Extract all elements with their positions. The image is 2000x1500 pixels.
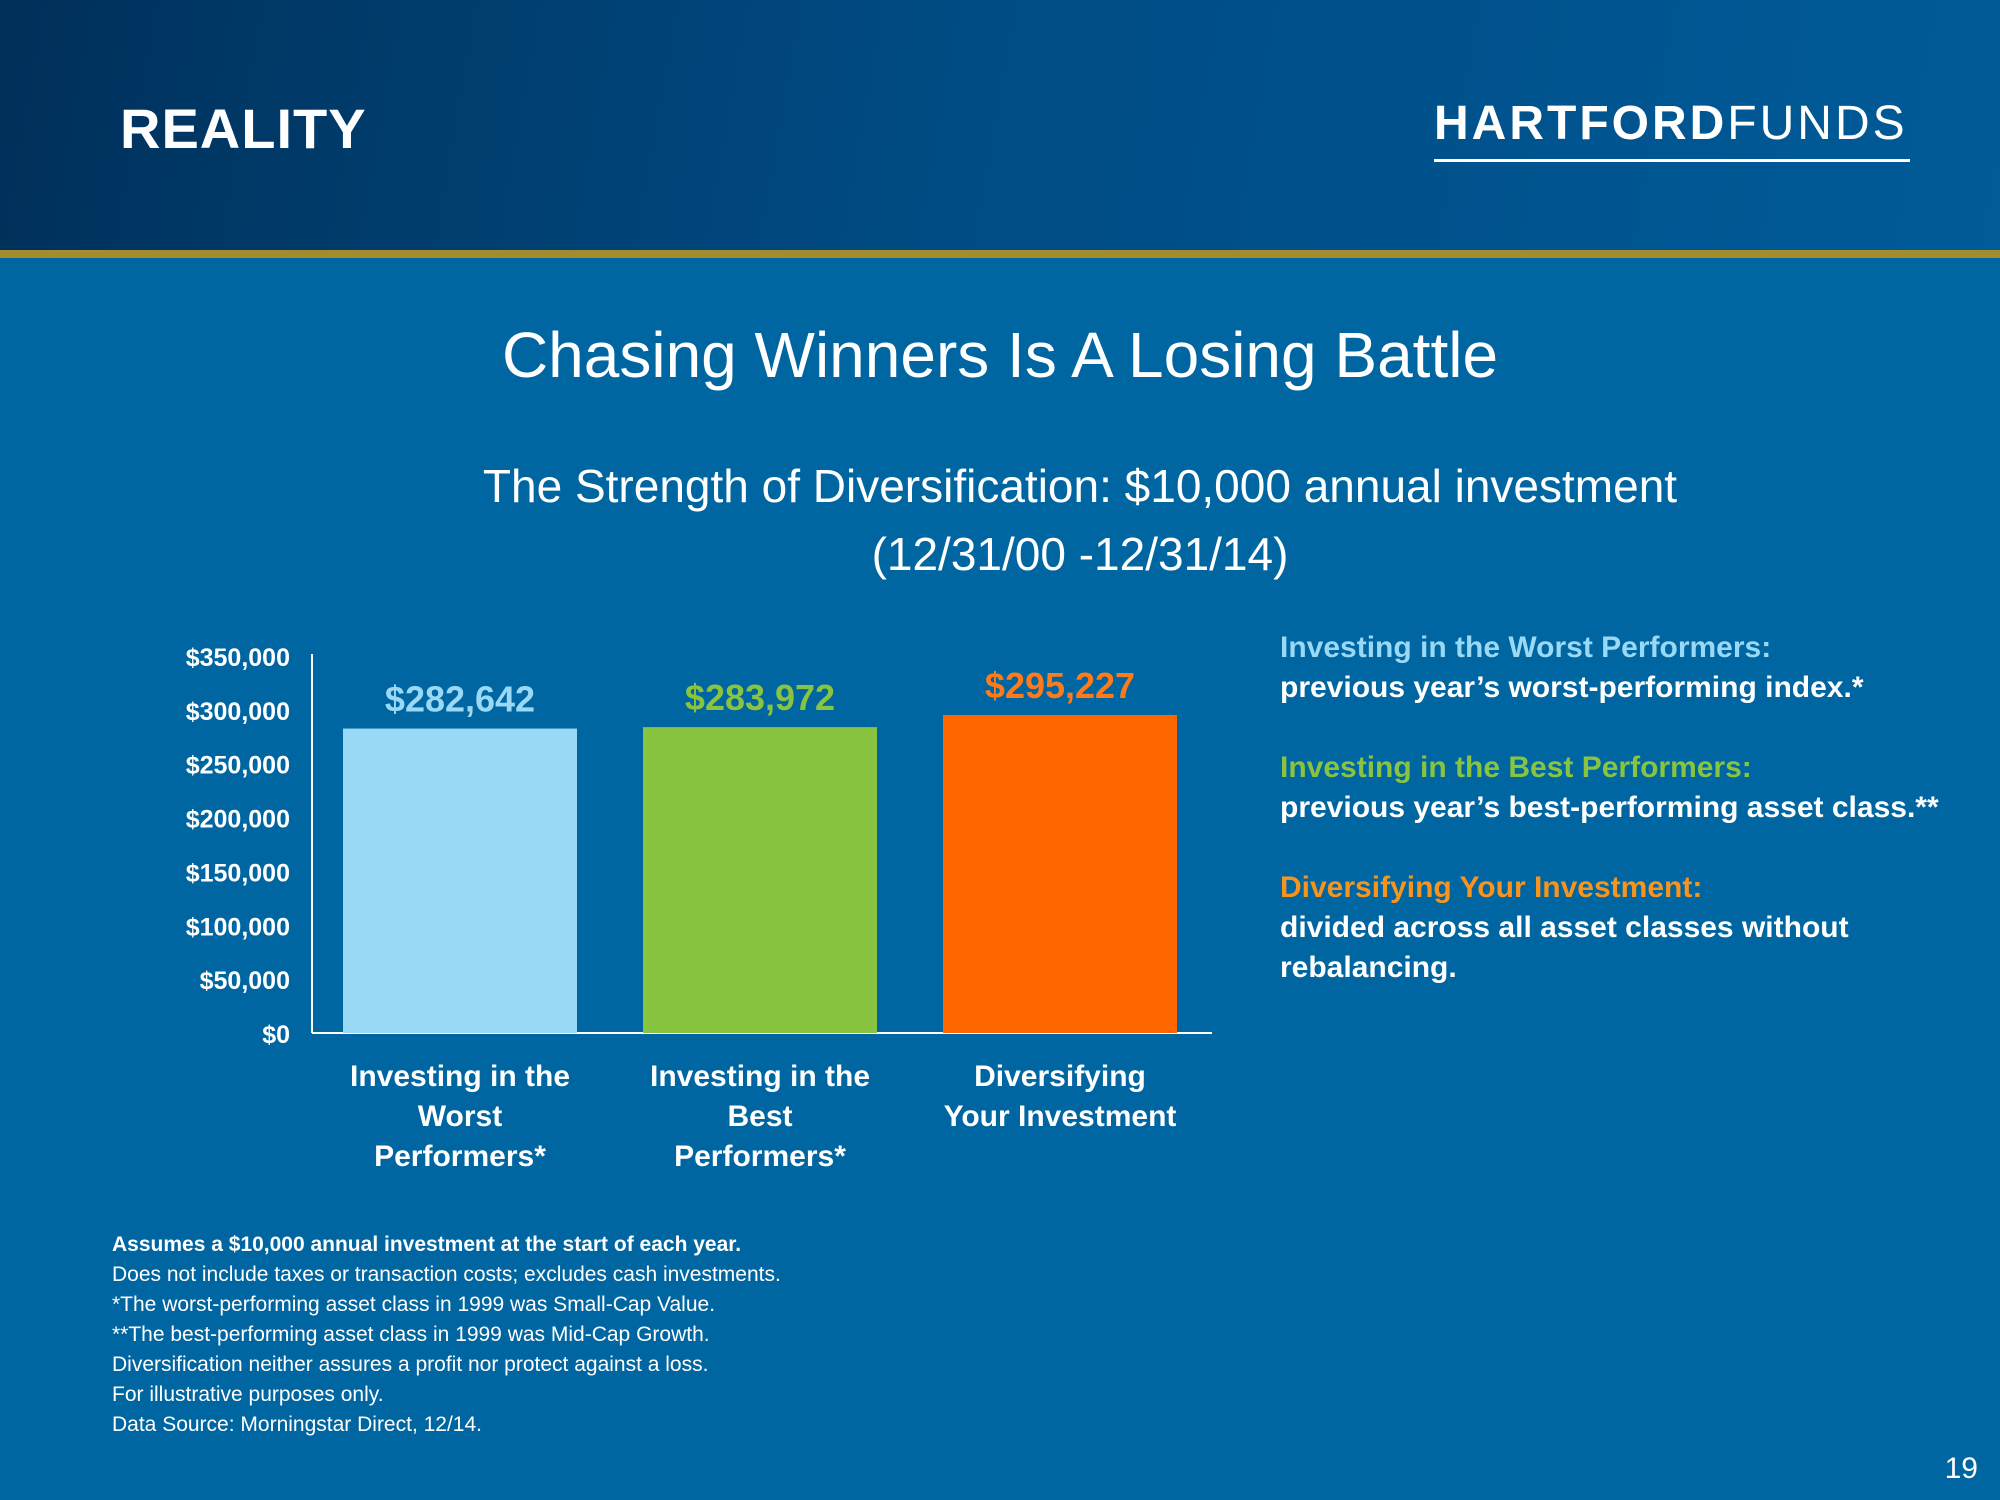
- y-tick-label: $150,000: [186, 859, 290, 887]
- bar: [943, 714, 1177, 1033]
- x-tick-label: Diversifying Your Investment: [944, 1060, 1177, 1133]
- hartford-funds-logo: HARTFORDFUNDS: [1434, 96, 1910, 162]
- data-label: $283,972: [685, 677, 835, 718]
- header-divider: [0, 250, 2000, 258]
- legend-heading-diversified: Diversifying Your Investment:: [1280, 871, 1703, 904]
- legend-description-best: previous year’s best-performing asset cl…: [1280, 791, 1939, 824]
- y-tick-label: $350,000: [186, 644, 290, 672]
- data-label: $282,642: [385, 679, 535, 720]
- slide-title: Chasing Winners Is A Losing Battle: [501, 319, 1499, 391]
- chart-subtitle-line-2: (12/31/00 -12/31/14): [871, 528, 1289, 580]
- x-tick-label: Investing in the Best Performers*: [650, 1060, 870, 1173]
- x-tick-label: Investing in the Worst Performers*: [350, 1060, 570, 1173]
- y-tick-label: $200,000: [186, 806, 290, 834]
- footnote: Diversification neither assures a profit…: [112, 1353, 709, 1376]
- footnotes: Assumes a $10,000 annual investment at t…: [112, 1230, 1012, 1440]
- legend-item-best: Investing in the Best Performers: previo…: [1280, 748, 1960, 828]
- legend-item-diversified: Diversifying Your Investment: divided ac…: [1280, 868, 1960, 988]
- legend-heading-worst: Investing in the Worst Performers:: [1280, 631, 1772, 664]
- chart-subtitle: The Strength of Diversification: $10,000…: [430, 452, 1730, 588]
- bar: [643, 727, 877, 1033]
- y-tick-label: $100,000: [186, 913, 290, 941]
- y-tick-label: $50,000: [200, 967, 290, 995]
- legend-description-worst: previous year’s worst-performing index.*: [1280, 671, 1864, 704]
- footnote: Does not include taxes or transaction co…: [112, 1263, 781, 1286]
- footnote: Assumes a $10,000 annual investment at t…: [112, 1233, 742, 1256]
- chart-subtitle-line-1: The Strength of Diversification: $10,000…: [482, 460, 1678, 512]
- y-tick-label: $250,000: [186, 752, 290, 780]
- data-label: $295,227: [985, 665, 1135, 706]
- legend-item-worst: Investing in the Worst Performers: previ…: [1280, 628, 1960, 708]
- bar: [343, 728, 577, 1033]
- footnote: **The best-performing asset class in 199…: [112, 1323, 710, 1346]
- y-tick-label: $0: [262, 1021, 290, 1049]
- logo-text-bold: HARTFORD: [1434, 97, 1728, 150]
- section-label: REALITY: [120, 97, 367, 160]
- legend-description-diversified: divided across all asset classes without…: [1280, 911, 1849, 984]
- legend-heading-best: Investing in the Best Performers:: [1280, 751, 1752, 784]
- footnote: *The worst-performing asset class in 199…: [112, 1293, 716, 1316]
- logo-text-light: FUNDS: [1727, 97, 1908, 150]
- footnote: Data Source: Morningstar Direct, 12/14.: [112, 1413, 483, 1436]
- y-tick-label: $300,000: [186, 698, 290, 726]
- page-number: 19: [1944, 1452, 1978, 1485]
- legend: Investing in the Worst Performers: previ…: [1280, 628, 1960, 1028]
- footnote: For illustrative purposes only.: [112, 1383, 384, 1406]
- header-banner: [0, 0, 2000, 250]
